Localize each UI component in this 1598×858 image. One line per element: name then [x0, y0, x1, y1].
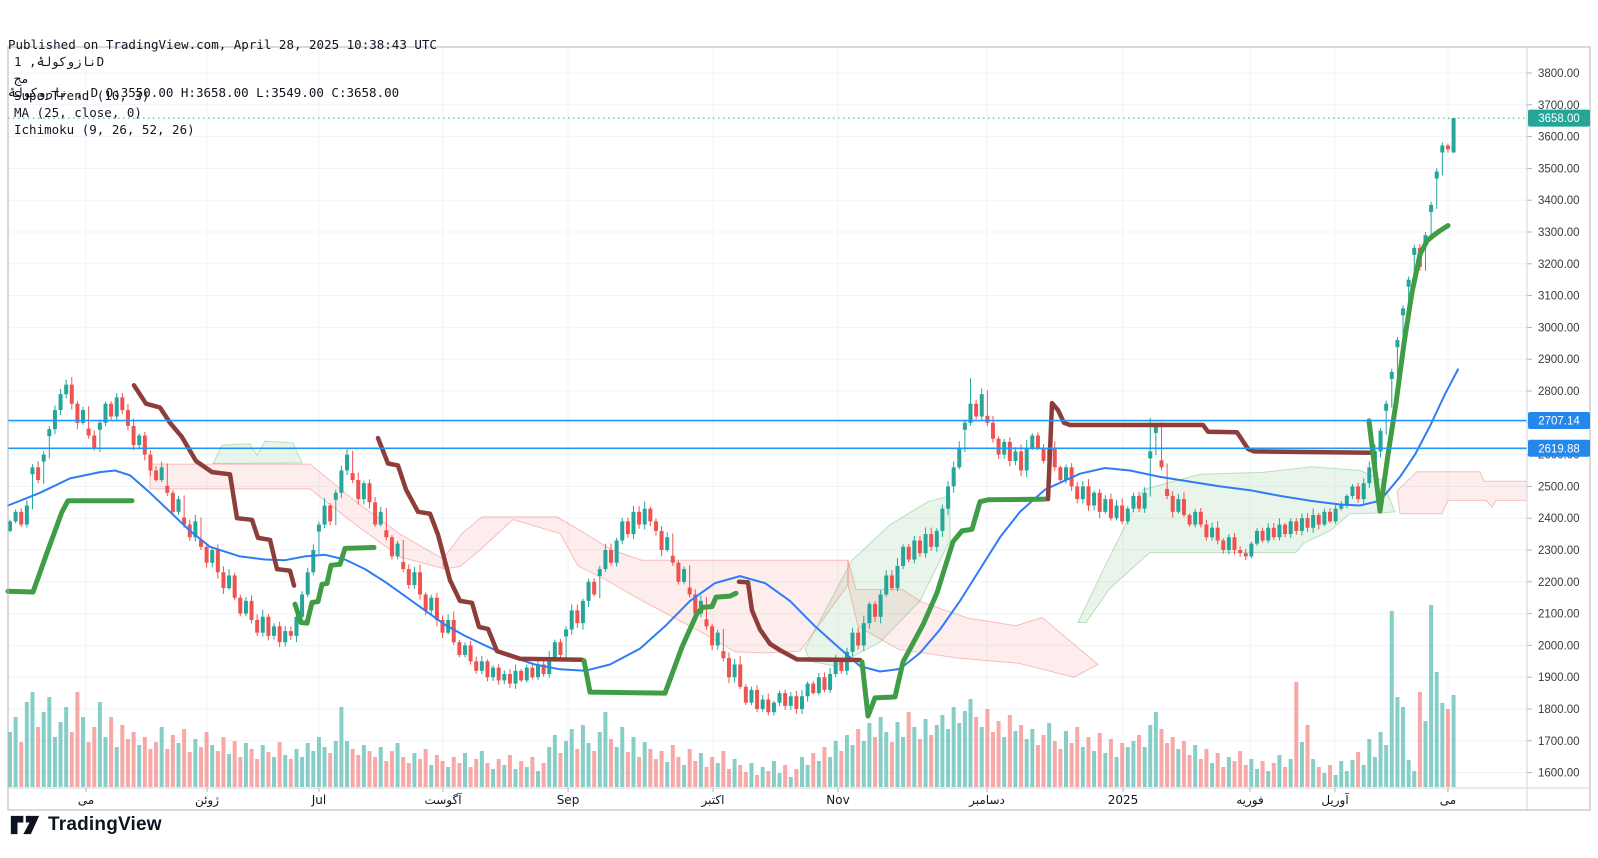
price-tick-label: 2300.00 [1538, 545, 1580, 557]
time-tick-label: اکتبر [701, 793, 725, 808]
price-tag-2619.88[interactable]: 2619.88 [1528, 439, 1590, 457]
svg-text:2707.14: 2707.14 [1538, 416, 1580, 428]
tradingview-logo-text: TradingView [48, 814, 162, 835]
price-tick-label: 3400.00 [1538, 195, 1580, 207]
legend-exchange[interactable]: مج [14, 71, 30, 86]
time-tick-label: Nov [826, 793, 849, 807]
time-tick-label: آگوست [424, 792, 462, 808]
price-tick-label: 2200.00 [1538, 577, 1580, 589]
header: Published on TradingView.com, April 28, … [8, 5, 437, 133]
price-tick-label: 2100.00 [1538, 609, 1580, 621]
symbol-ohlc-line: نازوکولۀ , D O:3550.00 H:3658.00 L:3549.… [8, 85, 437, 101]
time-tick-label: Jul [311, 793, 326, 807]
price-tick-label: 2900.00 [1538, 354, 1580, 366]
time-tick-label: ژوئن [195, 793, 219, 808]
time-tick-label: Sep [557, 793, 580, 807]
symbol-name: نازوکولۀ [8, 85, 69, 100]
published-line: Published on TradingView.com, April 28, … [8, 37, 437, 52]
time-tick-label: فوریه [1236, 793, 1264, 808]
svg-text:2619.88: 2619.88 [1538, 443, 1580, 455]
ma-line [7, 368, 1459, 673]
time-tick-label: 2025 [1108, 793, 1139, 807]
price-tick-label: 2000.00 [1538, 640, 1580, 652]
tradingview-logo-icon [10, 812, 40, 838]
svg-text:3658.00: 3658.00 [1538, 113, 1580, 125]
volume-pane [8, 605, 1456, 787]
price-tick-label: 3700.00 [1538, 100, 1580, 112]
price-tick-label: 3800.00 [1538, 68, 1580, 80]
price-tick-label: 1600.00 [1538, 768, 1580, 780]
chart-legend: نازوکولۀ, 1D مج SuperTrend (10, 3) MA (2… [14, 53, 195, 138]
price-tick-label: 3600.00 [1538, 132, 1580, 144]
price-tick-label: 2400.00 [1538, 513, 1580, 525]
supertrend-line [5, 223, 1451, 719]
time-tick-label: می [1440, 793, 1456, 807]
price-tick-label: 1800.00 [1538, 704, 1580, 716]
candlestick-series [8, 118, 1456, 716]
price-tag-2707.14[interactable]: 2707.14 [1528, 412, 1590, 430]
price-tick-label: 2800.00 [1538, 386, 1580, 398]
legend-ma[interactable]: MA (25, close, 0) [14, 105, 142, 120]
time-tick-label: آوریل [1321, 792, 1349, 808]
ohlc-values: , D O:3550.00 H:3658.00 L:3549.00 C:3658… [68, 85, 400, 100]
legend-supertrend[interactable]: SuperTrend (10, 3) [14, 88, 150, 103]
tradingview-logo[interactable]: TradingView [10, 812, 162, 838]
legend-symbol-interval[interactable]: نازوکولۀ, 1D [14, 54, 105, 69]
price-tick-label: 3100.00 [1538, 291, 1580, 303]
price-tick-label: 3200.00 [1538, 259, 1580, 271]
price-tick-label: 1700.00 [1538, 736, 1580, 748]
time-tick-label: می [78, 793, 94, 807]
grid [8, 47, 1527, 788]
price-tick-label: 3300.00 [1538, 227, 1580, 239]
legend-ichimoku[interactable]: Ichimoku (9, 26, 52, 26) [14, 122, 195, 137]
price-tick-label: 3500.00 [1538, 163, 1580, 175]
price-tick-label: 2500.00 [1538, 481, 1580, 493]
time-axis[interactable]: می ژوئن Jul آگوست Sep اکتبر Nov دسامبر 2025 فوریه… [78, 788, 1456, 808]
price-tick-label: 3000.00 [1538, 322, 1580, 334]
price-tick-label: 1900.00 [1538, 672, 1580, 684]
price-tag-3658.00[interactable]: 3658.00 [1528, 109, 1590, 127]
time-tick-label: دسامبر [968, 793, 1005, 808]
chart-border [7, 46, 1591, 811]
price-axis[interactable]: 3800.00 3700.00 3600.00 3500.00 3400.00 3300.… [1527, 68, 1590, 780]
